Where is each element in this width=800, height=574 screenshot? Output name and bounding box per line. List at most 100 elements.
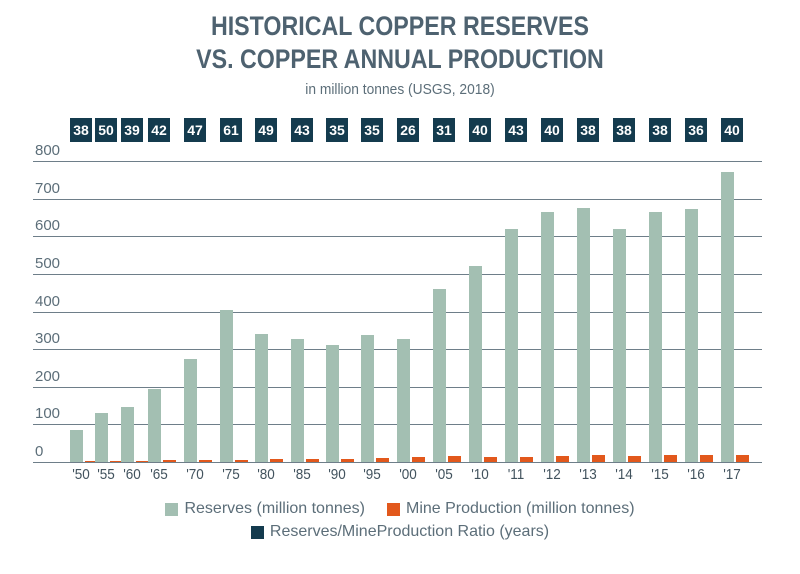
x-tick-label: '16 <box>687 466 705 483</box>
x-tick-label: '00 <box>399 466 417 483</box>
y-tick-label: 500 <box>35 254 61 272</box>
reserves-swatch-icon <box>165 502 179 516</box>
x-tick-label: '14 <box>615 466 633 483</box>
x-tick-label: '12 <box>543 466 561 483</box>
ratio-box: 42 <box>148 118 170 142</box>
production-bar <box>736 455 749 462</box>
x-tick-label: '80 <box>257 466 275 483</box>
reserves-bar <box>95 413 108 462</box>
x-tick-label: '90 <box>328 466 346 483</box>
ratio-box: 40 <box>721 118 743 142</box>
reserves-bar <box>326 345 339 462</box>
ratio-box: 31 <box>433 118 455 142</box>
production-bar <box>484 457 497 462</box>
x-tick-label: '50 <box>72 466 90 483</box>
y-tick-label: 400 <box>35 292 61 310</box>
x-tick-label: '70 <box>186 466 204 483</box>
ratio-box: 43 <box>505 118 527 142</box>
ratio-box: 36 <box>685 118 707 142</box>
legend-ratio-label: Reserves/MineProduction Ratio (years) <box>269 523 550 540</box>
y-tick-label: 200 <box>35 367 61 385</box>
x-tick-label: '60 <box>123 466 141 483</box>
reserves-bar <box>541 212 554 462</box>
ratio-box: 61 <box>220 118 242 142</box>
reserves-bar <box>148 389 161 462</box>
x-tick-label: '95 <box>363 466 381 483</box>
production-bar <box>448 456 461 462</box>
reserves-bar <box>469 266 482 462</box>
x-tick-label: '65 <box>150 466 168 483</box>
production-bar <box>110 461 123 462</box>
legend-reserves-label: Reserves (million tonnes) <box>184 500 365 517</box>
production-swatch-icon <box>386 502 400 516</box>
production-bar <box>664 455 677 462</box>
reserves-bar <box>70 430 83 462</box>
reserves-bar <box>255 334 268 462</box>
production-bar <box>199 460 212 462</box>
y-tick-label: 700 <box>35 179 61 197</box>
legend-item-production: Mine Production (million tonnes) <box>386 500 635 518</box>
chart-title-line1: HISTORICAL COPPER RESERVES <box>210 11 590 41</box>
production-bar <box>520 457 533 462</box>
chart-subtitle: in million tonnes (USGS, 2018) <box>305 81 495 98</box>
ratio-box: 43 <box>291 118 313 142</box>
ratio-swatch-icon <box>250 525 264 539</box>
gridline-500 <box>33 273 762 275</box>
x-tick-label: '13 <box>579 466 597 483</box>
ratio-box: 50 <box>95 118 117 142</box>
gridline-0 <box>33 462 762 463</box>
reserves-bar <box>613 229 626 462</box>
production-bar <box>700 455 713 462</box>
ratio-box: 38 <box>613 118 635 142</box>
reserves-bar <box>361 335 374 462</box>
ratio-box: 47 <box>184 118 206 142</box>
reserves-bar <box>577 208 590 462</box>
ratio-box: 38 <box>70 118 92 142</box>
ratio-box: 39 <box>121 118 143 142</box>
x-tick-label: '11 <box>507 466 525 483</box>
production-bar <box>270 459 283 462</box>
x-tick-label: '17 <box>723 466 741 483</box>
x-tick-label: '10 <box>471 466 489 483</box>
ratio-box: 35 <box>326 118 348 142</box>
gridline-400 <box>33 311 762 313</box>
ratio-box: 49 <box>255 118 277 142</box>
gridline-700 <box>33 198 762 200</box>
production-bar <box>306 459 319 462</box>
production-bar <box>556 456 569 462</box>
ratio-box: 35 <box>361 118 383 142</box>
reserves-bar <box>685 209 698 462</box>
x-tick-label: '05 <box>435 466 453 483</box>
x-tick-label: '75 <box>222 466 240 483</box>
y-tick-label: 100 <box>35 405 61 423</box>
production-bar <box>136 461 149 462</box>
production-bar <box>85 461 98 462</box>
legend-production-label: Mine Production (million tonnes) <box>405 500 635 517</box>
ratio-box: 38 <box>577 118 599 142</box>
reserves-bar <box>433 289 446 462</box>
ratio-box: 40 <box>541 118 563 142</box>
gridline-800 <box>33 161 762 162</box>
reserves-bar <box>121 407 134 462</box>
legend-row-2: Reserves/MineProduction Ratio (years) <box>0 523 800 541</box>
production-bar <box>341 459 354 462</box>
x-tick-label: '85 <box>293 466 311 483</box>
legend-row-1: Reserves (million tonnes) Mine Productio… <box>0 500 800 518</box>
production-bar <box>592 455 605 462</box>
reserves-bar <box>721 172 734 462</box>
x-tick-label: '55 <box>97 466 115 483</box>
chart-title-line2: VS. COPPER ANNUAL PRODUCTION <box>196 44 604 74</box>
chart-header: HISTORICAL COPPER RESERVES VS. COPPER AN… <box>0 10 800 98</box>
reserves-bar <box>291 339 304 462</box>
chart-legend: Reserves (million tonnes) Mine Productio… <box>0 500 800 546</box>
x-tick-label: '15 <box>651 466 669 483</box>
y-tick-label: 300 <box>35 330 61 348</box>
ratio-box: 26 <box>397 118 419 142</box>
production-bar <box>412 457 425 462</box>
production-bar <box>376 458 389 462</box>
legend-item-ratio: Reserves/MineProduction Ratio (years) <box>250 523 550 541</box>
production-bar <box>163 460 176 462</box>
reserves-bar <box>505 229 518 462</box>
reserves-bar <box>184 359 197 462</box>
